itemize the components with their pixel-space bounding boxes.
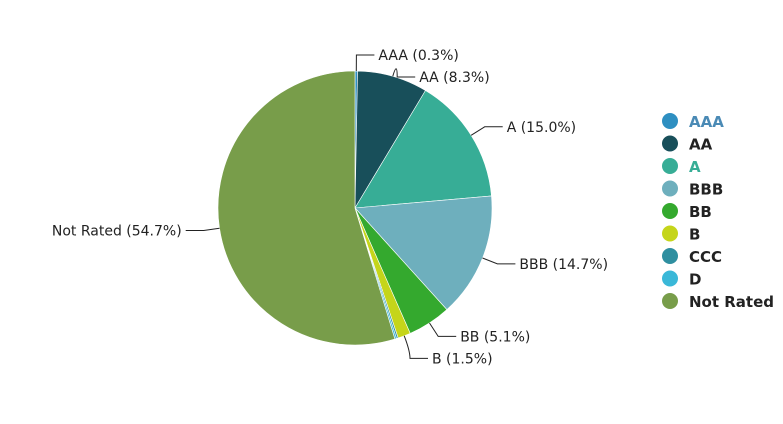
pie-slice-not-rated[interactable]: [217, 70, 396, 346]
leader-line-a: [470, 126, 503, 136]
pie-slice-bbb[interactable]: [354, 195, 493, 311]
slice-label-bb: BB (5.1%): [460, 329, 530, 345]
legend-item-bb[interactable]: BB: [662, 203, 712, 221]
legend-marker-not-rated: [662, 293, 678, 309]
slice-label-aa: AA (8.3%): [419, 70, 490, 86]
slice-label-not-rated: Not Rated (54.7%): [52, 224, 182, 240]
leader-line-bb: [429, 322, 457, 337]
legend-marker-bb: [662, 203, 678, 219]
legend-label-d: D: [689, 271, 701, 289]
leader-lines: [185, 54, 516, 359]
legend-item-bbb[interactable]: BBB: [662, 180, 723, 199]
legend-marker-ccc: [662, 248, 678, 264]
pie-slices: [217, 70, 493, 346]
legend-label-bbb: BBB: [689, 181, 723, 199]
legend-item-ccc[interactable]: CCC: [662, 248, 722, 266]
slice-label-aaa: AAA (0.3%): [378, 48, 458, 64]
legend-marker-d: [662, 270, 678, 287]
leader-line-bbb: [482, 257, 516, 265]
slice-label-a: A (15.0%): [507, 120, 576, 136]
legend-label-aaa: AAA: [689, 113, 724, 131]
legend-marker-a: [662, 158, 678, 174]
slice-label-b: B (1.5%): [432, 351, 493, 367]
legend-item-aaa[interactable]: AAA: [662, 113, 724, 131]
leader-line-b: [403, 335, 428, 359]
legend-item-aa[interactable]: AA: [662, 135, 713, 154]
legend-marker-aa: [662, 135, 678, 152]
legend-item-a[interactable]: A: [662, 158, 701, 176]
legend-label-aa: AA: [689, 136, 713, 154]
legend-marker-aaa: [662, 113, 678, 129]
legend-item-not-rated[interactable]: Not Rated: [662, 293, 774, 311]
legend-label-ccc: CCC: [689, 248, 722, 266]
legend-item-b[interactable]: B: [662, 225, 700, 244]
legend-label-bb: BB: [689, 203, 712, 221]
legend-label-a: A: [689, 158, 701, 176]
leader-line-not-rated: [185, 227, 220, 231]
legend-marker-bbb: [662, 180, 678, 197]
leader-line-aa: [392, 68, 416, 78]
legend-item-d[interactable]: D: [662, 270, 701, 289]
slice-labels: AAA (0.3%) AA (8.3%) A (15.0%) BBB (14.7%) B…: [52, 48, 608, 367]
leader-line-aaa: [355, 54, 375, 72]
legend-label-not-rated: Not Rated: [689, 293, 774, 311]
slice-label-bbb: BBB (14.7%): [519, 257, 608, 273]
legend-marker-b: [662, 225, 678, 242]
legend-label-b: B: [689, 226, 700, 244]
